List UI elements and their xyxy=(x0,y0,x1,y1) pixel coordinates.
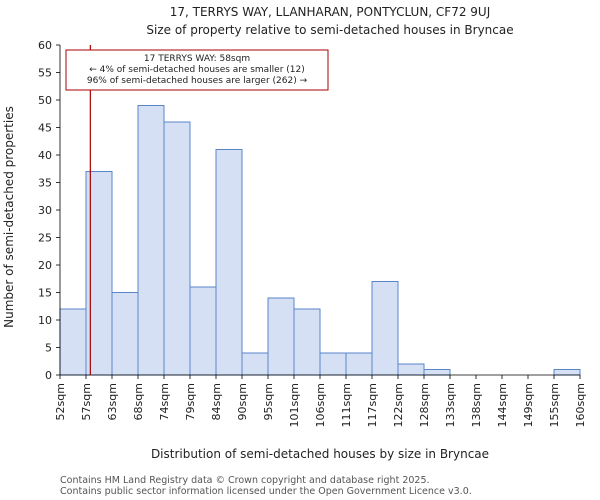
plot-area: 0 5 10 15 20 25 30 35 40 45 50 55 60 52sqm 57sqm 63sqm 6… xyxy=(38,39,587,427)
bar-68sqm xyxy=(137,105,165,376)
x-tick-label-122sqm: 122sqm xyxy=(392,383,405,427)
x-tick-label-52sqm: 52sqm xyxy=(54,383,67,420)
y-tick-label-10: 10 xyxy=(38,314,52,327)
x-tick-label-117sqm: 117sqm xyxy=(366,383,379,427)
bar-79sqm xyxy=(189,286,217,376)
bar-155sqm xyxy=(553,369,581,376)
x-tick-label-133sqm: 133sqm xyxy=(444,383,457,427)
y-tick-label-40: 40 xyxy=(38,149,52,162)
bar-122sqm xyxy=(397,363,425,376)
y-tick-label-55: 55 xyxy=(38,67,52,80)
x-tick-label-57sqm: 57sqm xyxy=(80,383,93,420)
y-tick-label-35: 35 xyxy=(38,177,52,190)
y-axis-label: Number of semi-detached properties xyxy=(2,106,16,328)
x-tick-label-63sqm: 63sqm xyxy=(106,383,119,420)
x-tick-label-160sqm: 160sqm xyxy=(574,383,587,427)
x-tick-label-68sqm: 68sqm xyxy=(132,383,145,420)
x-tick-label-155sqm: 155sqm xyxy=(548,383,561,427)
x-tick-label-101sqm: 101sqm xyxy=(288,383,301,427)
bar-90sqm xyxy=(241,352,269,376)
x-tick-label-149sqm: 149sqm xyxy=(522,383,535,427)
bar-52sqm xyxy=(59,308,87,376)
y-tick-label-15: 15 xyxy=(38,287,52,300)
bar-111sqm xyxy=(345,352,373,376)
y-tick-label-20: 20 xyxy=(38,259,52,272)
chart-title: 17, TERRYS WAY, LLANHARAN, PONTYCLUN, CF… xyxy=(170,5,491,19)
bar-95sqm xyxy=(267,297,295,376)
x-tick-label-144sqm: 144sqm xyxy=(496,383,509,427)
y-tick-label-60: 60 xyxy=(38,39,52,52)
y-tick-label-0: 0 xyxy=(45,369,52,382)
bar-117sqm xyxy=(371,281,399,376)
y-tick-label-25: 25 xyxy=(38,232,52,245)
bar-63sqm xyxy=(111,292,139,376)
footer-line-2: Contains public sector information licen… xyxy=(60,486,472,497)
annotation-line-3: 96% of semi-detached houses are larger (… xyxy=(87,76,308,86)
bar-84sqm xyxy=(215,149,243,376)
y-tick-label-5: 5 xyxy=(45,342,52,355)
x-tick-label-90sqm: 90sqm xyxy=(236,383,249,420)
x-tick-label-138sqm: 138sqm xyxy=(470,383,483,427)
y-tick-label-45: 45 xyxy=(38,122,52,135)
x-tick-label-111sqm: 111sqm xyxy=(340,383,353,427)
bar-101sqm xyxy=(293,308,321,376)
bar-128sqm xyxy=(423,369,451,376)
annotation-line-2: ← 4% of semi-detached houses are smaller… xyxy=(89,65,305,75)
footer-line-1: Contains HM Land Registry data © Crown c… xyxy=(60,475,430,486)
annotation-box xyxy=(65,49,329,91)
x-tick-label-84sqm: 84sqm xyxy=(210,383,223,420)
annotation-line-1: 17 TERRYS WAY: 58sqm xyxy=(144,54,250,64)
bar-74sqm xyxy=(163,121,191,376)
x-tick-label-128sqm: 128sqm xyxy=(418,383,431,427)
y-tick-label-50: 50 xyxy=(38,94,52,107)
chart-subtitle: Size of property relative to semi-detach… xyxy=(146,23,513,37)
x-tick-label-79sqm: 79sqm xyxy=(184,383,197,420)
bar-106sqm xyxy=(319,352,347,376)
y-tick-label-30: 30 xyxy=(38,204,52,217)
x-tick-label-106sqm: 106sqm xyxy=(314,383,327,427)
x-tick-label-95sqm: 95sqm xyxy=(262,383,275,420)
x-tick-label-74sqm: 74sqm xyxy=(158,383,171,420)
x-axis-label: Distribution of semi-detached houses by … xyxy=(151,447,489,461)
